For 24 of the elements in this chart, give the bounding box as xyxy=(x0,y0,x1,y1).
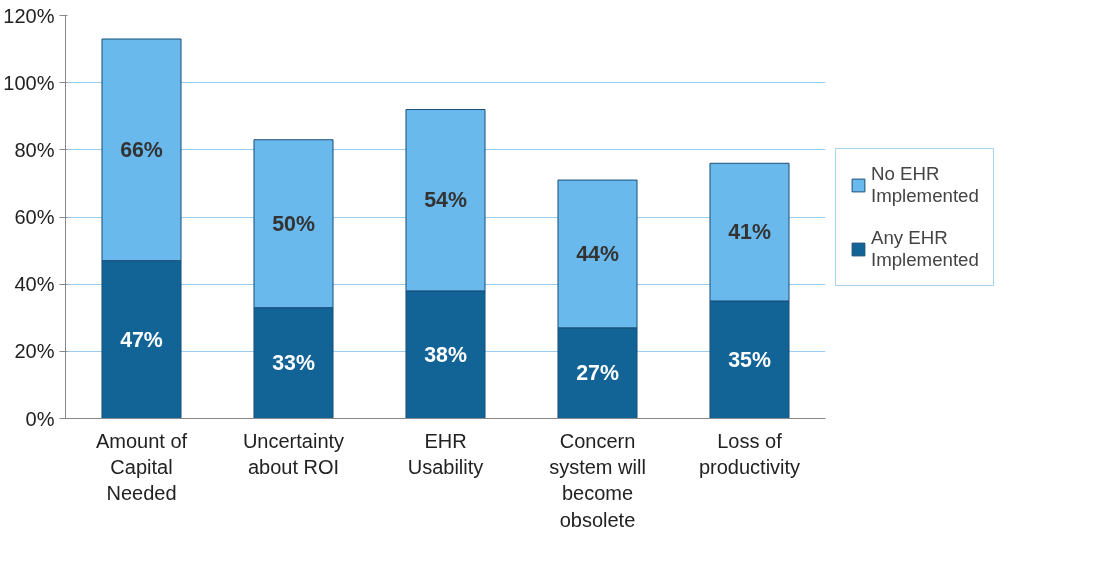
y-tick-label: 120% xyxy=(3,4,55,27)
data-label: 47% xyxy=(120,327,163,352)
data-label: 33% xyxy=(272,351,315,376)
legend-label: Any EHR Implemented xyxy=(871,226,979,271)
data-label: 41% xyxy=(728,220,771,245)
data-label: 66% xyxy=(120,137,163,162)
data-label: 27% xyxy=(576,361,619,386)
data-label: 35% xyxy=(728,347,771,372)
data-label: 38% xyxy=(424,342,467,367)
y-tick-label: 100% xyxy=(3,71,55,94)
legend-label: No EHR Implemented xyxy=(871,162,979,207)
y-tick-label: 80% xyxy=(14,138,55,161)
x-tick-label: Concern system will become obsolete xyxy=(549,429,646,531)
x-tick-label: EHR Usability xyxy=(407,429,484,478)
data-label: 54% xyxy=(424,188,467,213)
x-tick-label: Uncertainty about ROI xyxy=(242,429,345,478)
y-tick-label: 60% xyxy=(14,206,55,228)
data-label: 44% xyxy=(576,241,619,266)
data-label: 50% xyxy=(272,211,315,236)
y-tick-label: 0% xyxy=(25,407,55,430)
y-tick-label: 20% xyxy=(14,340,55,363)
x-tick-label: Loss of productivity xyxy=(698,429,801,478)
y-tick-label: 40% xyxy=(14,273,55,296)
x-tick-label: Amount of Capital Needed xyxy=(95,429,188,505)
